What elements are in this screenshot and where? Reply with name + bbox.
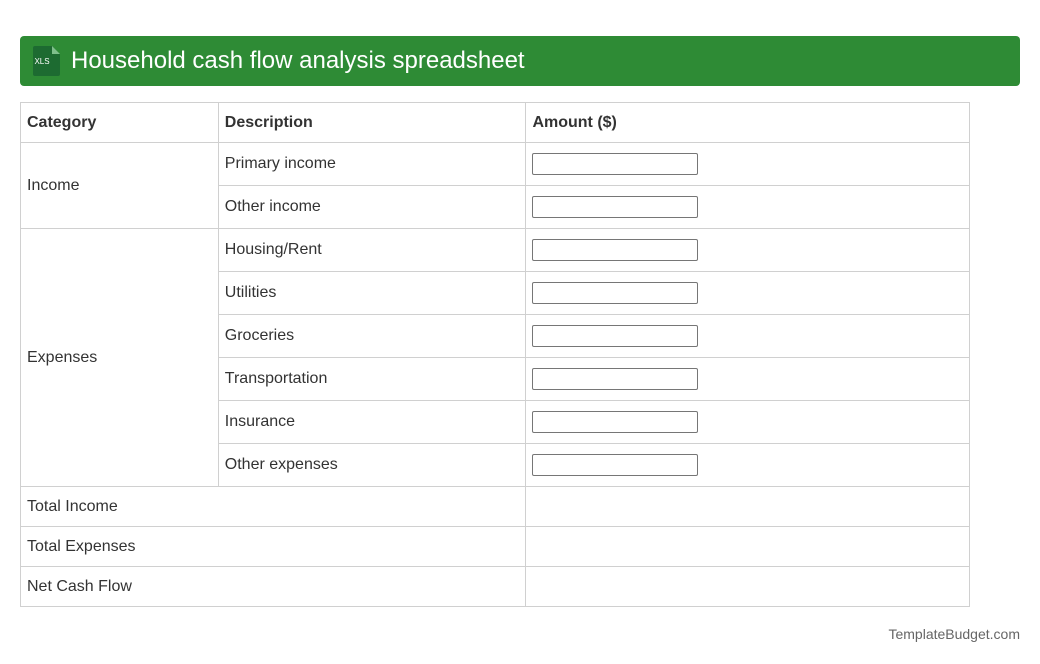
column-header: Description: [217, 102, 527, 143]
amount-cell: [525, 314, 970, 358]
item-row: Insurance: [21, 400, 970, 444]
item-row: Groceries: [21, 314, 970, 358]
amount-cell: [525, 400, 970, 444]
header-row: Category Description Amount ($): [20, 102, 970, 143]
description-cell: Insurance: [217, 400, 527, 444]
amount-cell: [525, 142, 970, 186]
amount-input[interactable]: [532, 325, 699, 347]
total-row: Total Income: [19, 486, 970, 527]
footer-credit: TemplateBudget.com: [888, 626, 1020, 642]
description-cell: Housing/Rent: [217, 228, 527, 272]
amount-input[interactable]: [532, 153, 699, 175]
description-cell: Other income: [217, 185, 527, 229]
item-row: Other income: [21, 185, 970, 229]
amount-input[interactable]: [532, 196, 699, 218]
total-label: Net Cash Flow: [19, 566, 527, 607]
amount-cell: [525, 357, 970, 401]
category-cell: Expenses: [20, 228, 219, 487]
total-row: Net Cash Flow: [19, 566, 970, 607]
column-header: Amount ($): [525, 102, 970, 143]
description-cell: Primary income: [217, 142, 527, 186]
amount-cell: [525, 185, 970, 229]
icon-label: XLS: [34, 57, 49, 66]
page-title: Household cash flow analysis spreadsheet: [71, 47, 525, 74]
item-row: Expenses Housing/Rent: [20, 228, 970, 487]
total-row: Total Expenses: [19, 526, 970, 567]
column-header: Category: [20, 102, 219, 143]
amount-cell: [525, 228, 970, 272]
category-cell: Income: [20, 142, 219, 229]
total-label: Total Income: [19, 486, 527, 527]
xls-icon: XLS: [33, 46, 60, 76]
description-cell: Groceries: [217, 314, 527, 358]
item-row: Transportation: [21, 357, 970, 401]
amount-input[interactable]: [532, 282, 699, 304]
item-row: Other expenses: [21, 443, 970, 487]
amount-input[interactable]: [532, 239, 699, 261]
description-cell: Utilities: [217, 271, 527, 315]
amount-input[interactable]: [532, 454, 699, 476]
header-banner: XLS Household cash flow analysis spreads…: [20, 36, 1020, 86]
amount-cell: [525, 271, 970, 315]
description-cell: Transportation: [217, 357, 527, 401]
cash-flow-table: Category Description Amount ($) Income Pr…: [19, 102, 970, 607]
amount-input[interactable]: [532, 368, 699, 390]
amount-input[interactable]: [532, 411, 699, 433]
total-amount-cell: [525, 566, 970, 607]
item-row: Income Primary income: [20, 142, 970, 229]
total-amount-cell: [525, 526, 970, 567]
description-cell: Other expenses: [217, 443, 527, 487]
amount-cell: [525, 443, 970, 487]
total-label: Total Expenses: [19, 526, 527, 567]
total-amount-cell: [525, 486, 970, 527]
